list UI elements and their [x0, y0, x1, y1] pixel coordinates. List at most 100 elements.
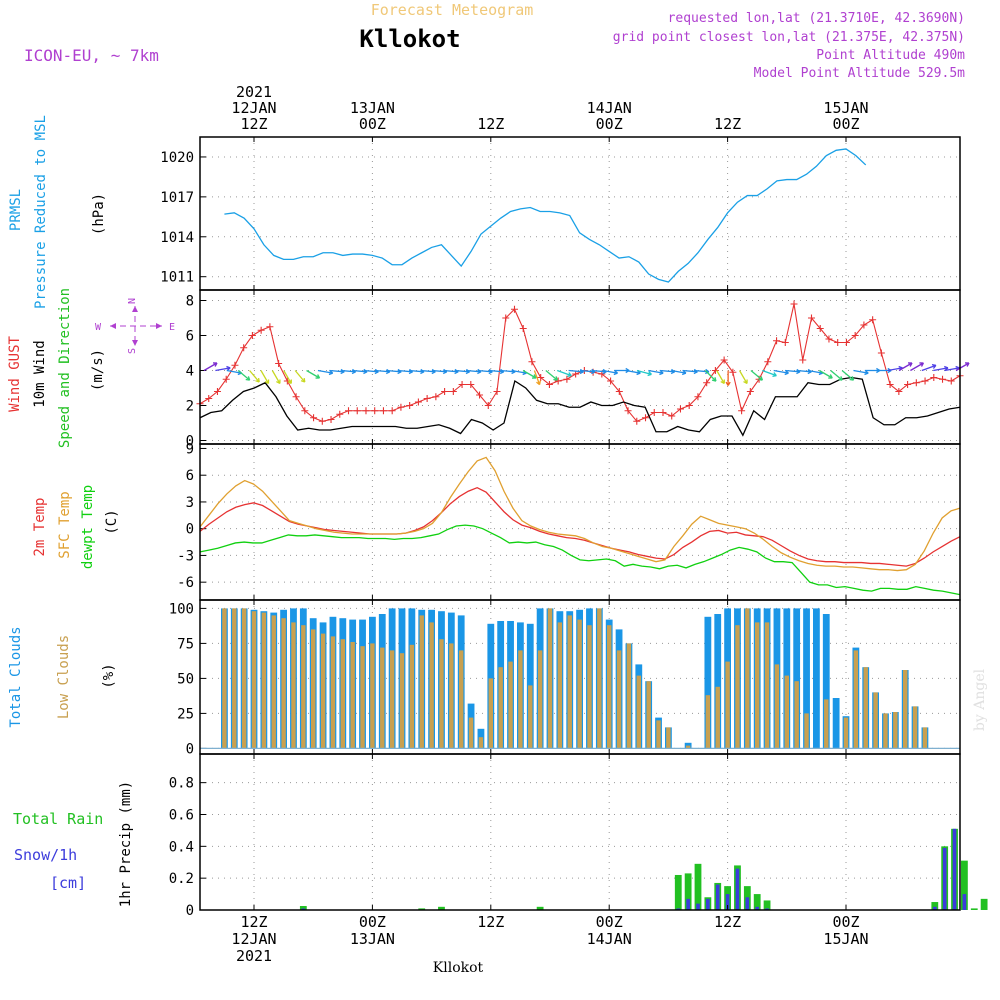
low-cloud-bar: [547, 608, 553, 749]
wind-label: 10m Wind: [32, 340, 48, 407]
wind-direction-arrow: [306, 369, 321, 379]
low-cloud-bar: [320, 633, 326, 749]
low-cloud-bar: [370, 643, 375, 749]
temp2m-label: 2m Temp: [32, 497, 48, 556]
low-cloud-bar: [577, 619, 582, 749]
low-cloud-bar: [281, 618, 286, 749]
wind-direction-arrow: [215, 365, 231, 372]
low-cloud-bar: [232, 608, 237, 749]
gust-point: [301, 407, 309, 415]
bottom-time-label: 00Z: [359, 913, 386, 931]
top-time-label: 13JAN: [350, 99, 395, 117]
gust-point: [781, 339, 789, 346]
snow-bar: [942, 847, 947, 910]
panel-frame: [199, 753, 961, 911]
low-cloud-bar: [459, 650, 464, 749]
total-cloud-bar: [714, 614, 722, 749]
top-time-label: 12JAN: [231, 99, 276, 117]
low-cloud-bar: [616, 650, 622, 749]
y-tick-label: 75: [177, 636, 194, 652]
gust-point: [213, 388, 221, 395]
gust-point: [379, 407, 387, 415]
low-cloud-bar: [794, 681, 799, 749]
gust-point: [799, 356, 807, 364]
wind-direction-arrow: [283, 370, 292, 385]
gust-point: [397, 403, 405, 411]
low-cloud-bar: [912, 706, 918, 749]
top-time-label: 00Z: [832, 115, 859, 133]
compass-s-label: S: [127, 348, 138, 354]
total-cloud-bar: [813, 608, 820, 749]
wind-direction-arrow: [830, 370, 843, 381]
temp-unit: (C): [104, 509, 120, 534]
wind-direction-arrow: [818, 369, 833, 379]
wind-direction-arrow: [898, 362, 913, 372]
wind-direction-arrow: [738, 370, 748, 385]
rain-bar: [980, 898, 988, 910]
low-cloud-bar: [508, 661, 513, 749]
gust-point: [467, 381, 475, 388]
gust-point: [615, 388, 623, 395]
low-cloud-bar: [419, 615, 424, 749]
low-cloud-bar: [241, 608, 247, 749]
wind-unit: (m/s): [90, 349, 106, 391]
low-cloud-bar: [409, 644, 415, 749]
rain-bar: [536, 906, 544, 910]
gust-point: [449, 388, 457, 395]
bottom-location: Kllokot: [433, 960, 484, 976]
gridpoint-coords: grid point closest lon,lat (21.375E, 42.…: [613, 30, 965, 45]
gust-point: [939, 375, 947, 383]
gust-point: [720, 356, 728, 364]
low-cloud-bar: [389, 650, 395, 749]
y-tick-label: 9: [186, 441, 194, 457]
wind-direction-arrow: [556, 369, 572, 378]
bottom-time-label: 12Z: [714, 913, 741, 931]
gust-point: [345, 407, 353, 415]
model-label: ICON-EU, ~ 7km: [24, 46, 159, 65]
gust-point: [423, 395, 431, 402]
gust-label: Wind GUST: [7, 336, 23, 412]
gust-point: [257, 326, 265, 334]
low-cloud-bar: [883, 713, 888, 749]
wind-direction-arrow: [725, 370, 731, 386]
watermark: by Angel: [972, 668, 988, 731]
dewpt-label: dewpt Temp: [80, 485, 96, 569]
low-cloud-bar: [380, 647, 385, 749]
rain-bar: [299, 906, 307, 910]
wind-line: [199, 376, 961, 437]
rain-bar: [684, 873, 692, 910]
wind-direction-arrow: [294, 370, 306, 383]
snow-bar: [735, 868, 740, 910]
low-cloud-bar: [311, 629, 316, 749]
y-tick-label: 0: [186, 741, 194, 757]
snow-bar: [696, 903, 700, 910]
snow-bar: [933, 906, 937, 910]
y-tick-label: 25: [177, 706, 194, 722]
low-cloud-bar: [656, 720, 661, 749]
gust-point: [676, 405, 684, 413]
gust-point: [554, 377, 562, 385]
low-cloud-bar: [399, 653, 405, 749]
wind-direction-arrow: [522, 369, 537, 379]
rain-bar: [438, 906, 445, 910]
gust-point: [441, 388, 449, 395]
gust-line: [199, 303, 961, 422]
low-cloud-bar: [774, 664, 780, 749]
y-tick-label: 0.8: [169, 776, 194, 792]
bottom-time-label: 13JAN: [350, 930, 395, 948]
low-cloud-bar: [518, 650, 523, 749]
y-tick-label: 1017: [160, 190, 194, 206]
top-time-label: 12Z: [477, 115, 504, 133]
gust-point: [659, 409, 667, 416]
gust-point: [510, 305, 518, 313]
y-tick-label: 1011: [160, 270, 194, 286]
low-cloud-bar: [893, 712, 898, 749]
y-tick-label: 0.6: [169, 807, 194, 823]
temp-line: [199, 456, 961, 572]
y-tick-label: 50: [177, 671, 194, 687]
gust-point: [790, 300, 798, 308]
gust-point: [266, 323, 274, 331]
rain-bar: [694, 863, 702, 910]
bottom-time-label: 12Z: [477, 913, 504, 931]
bottom-time-label: 15JAN: [823, 930, 868, 948]
